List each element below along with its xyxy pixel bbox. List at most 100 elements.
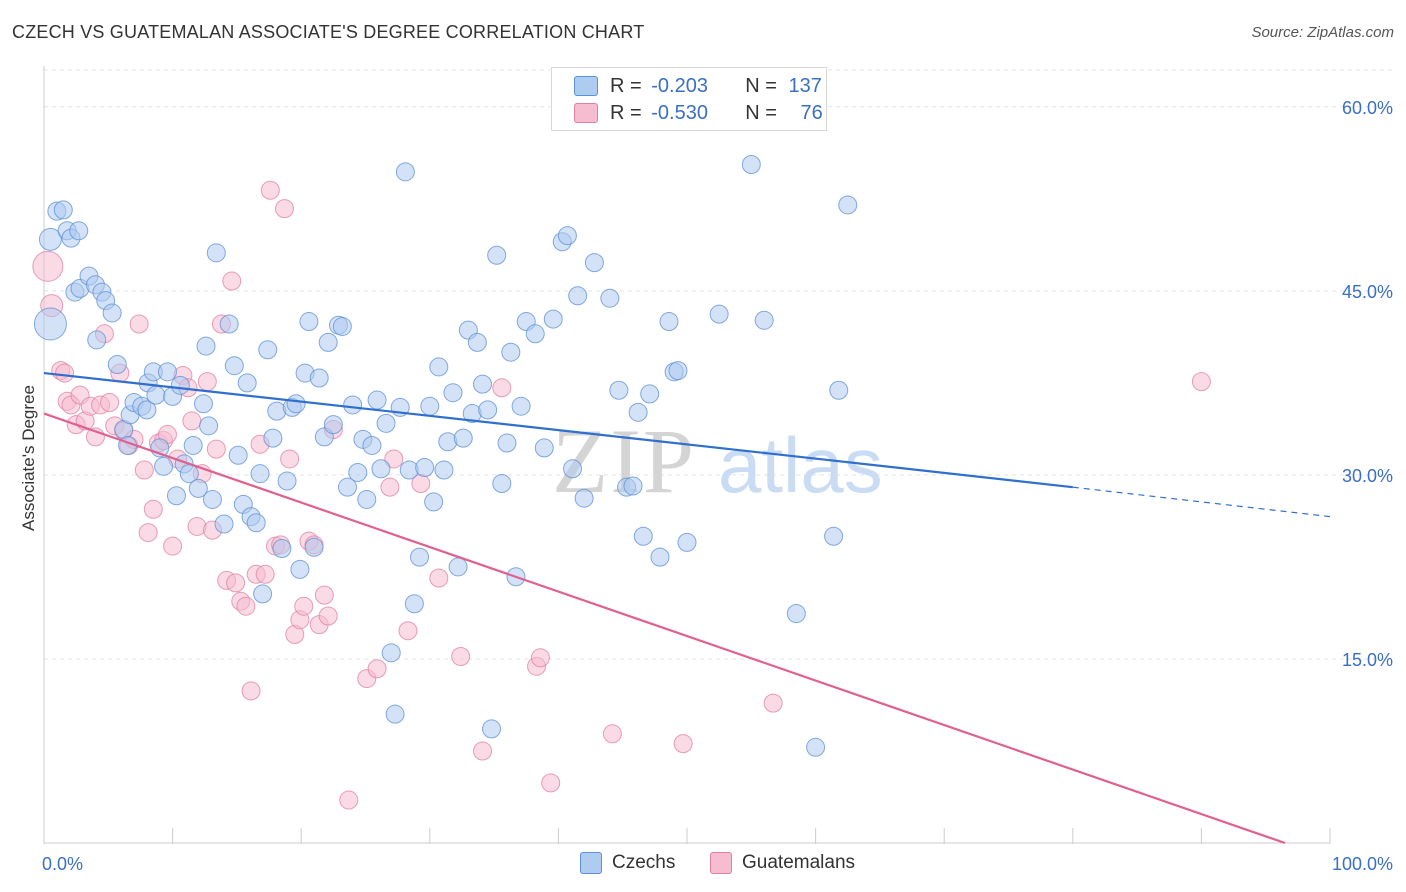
czech-point [272, 539, 292, 559]
guatemalan-point [451, 646, 471, 666]
czech-point [146, 385, 166, 405]
y-axis-label: Associate's Degree [19, 385, 38, 531]
x-tick-label-start: 0.0% [42, 854, 83, 874]
legend-row-guatemalans: R = -0.530 N = 76 [574, 100, 823, 126]
legend-n-label: N = [745, 101, 777, 124]
legend-n-value: 137 [788, 74, 822, 97]
czechs-trend-line [43, 371, 1073, 489]
czech-point [395, 162, 415, 182]
czech-point [568, 286, 588, 306]
czech-point [557, 226, 577, 246]
guatemalan-point [236, 596, 256, 616]
guatemalan-point [530, 648, 550, 668]
guatemalan-point [255, 564, 275, 584]
x-tick-label-end: 100.0% [1332, 854, 1393, 874]
guatemalan-point [673, 734, 693, 754]
guatemalan-point [260, 180, 280, 200]
czech-point [381, 643, 401, 663]
watermark-atlas: atlas [718, 421, 883, 509]
y-tick-label: 30.0% [1342, 466, 1393, 486]
czechs-trend-extension [1072, 486, 1331, 518]
legend-row-czechs: R = -0.203 N = 137 [574, 73, 822, 99]
czech-point [332, 316, 352, 336]
czech-point [650, 547, 670, 567]
czech-point [806, 737, 826, 757]
czech-point [525, 324, 545, 344]
czech-point [228, 445, 248, 465]
y-tick-label: 15.0% [1342, 650, 1393, 670]
bottom-swatch-guatemalans [710, 852, 732, 874]
czech-point [628, 402, 648, 422]
czech-point [467, 332, 487, 352]
guatemalan-point [1191, 372, 1211, 392]
czech-point [237, 373, 257, 393]
czech-point [443, 383, 463, 403]
czech-point [193, 394, 213, 414]
guatemalan-point [226, 573, 246, 593]
czech-point [263, 428, 283, 448]
guatemalans-trend-line [43, 412, 1286, 845]
guatemalan-point [143, 499, 163, 519]
czech-point [574, 488, 594, 508]
guatemalan-point [222, 271, 242, 291]
czech-point [385, 704, 405, 724]
axes [43, 66, 1331, 844]
guatemalan-point [163, 536, 183, 556]
y-tick-label: 60.0% [1342, 98, 1393, 118]
legend-n-value: 76 [800, 101, 823, 124]
czech-point [318, 332, 338, 352]
legend: R = -0.203 N = 137 R = -0.530 N = 76 [551, 67, 827, 131]
czech-point [202, 489, 222, 509]
czech-point [429, 357, 449, 377]
czech-point [206, 243, 226, 263]
czech-point [107, 354, 127, 374]
czech-point [534, 438, 554, 458]
tick-labels: 15.0% 30.0% 45.0% 60.0% 0.0% 100.0% [42, 98, 1393, 874]
czech-point [53, 200, 73, 220]
czech-point [438, 432, 458, 452]
czech-point [157, 362, 177, 382]
czech-point [404, 594, 424, 614]
czech-point [829, 380, 849, 400]
czech-point [677, 532, 697, 552]
guatemalan-point [100, 393, 120, 413]
czech-point [371, 459, 391, 479]
guatemalan-point [602, 724, 622, 744]
czech-point [497, 433, 517, 453]
czech-point [224, 356, 244, 376]
czech-point [448, 557, 468, 577]
czech-point [824, 526, 844, 546]
y-tick-label: 45.0% [1342, 282, 1393, 302]
legend-r-value: -0.530 [651, 101, 708, 124]
czech-point [362, 435, 382, 455]
czech-point [290, 559, 310, 579]
guatemalan-point [241, 681, 261, 701]
czech-point [258, 340, 278, 360]
czech-point [511, 396, 531, 416]
czech-point [640, 384, 660, 404]
czech-point [482, 719, 502, 739]
guatemalan-point [492, 378, 512, 398]
legend-r-label: R = [610, 101, 642, 124]
czech-point [633, 526, 653, 546]
guatemalan-point [339, 790, 359, 810]
czech-point [188, 478, 208, 498]
czech-point [38, 227, 62, 251]
guatemalan-point [429, 568, 449, 588]
czech-point [277, 471, 297, 491]
czech-point [199, 416, 219, 436]
guatemalan-point [367, 659, 387, 679]
guatemalan-point [384, 449, 404, 469]
czech-point [137, 400, 157, 420]
guatemalan-point [280, 449, 300, 469]
czech-point [166, 486, 186, 506]
chart-title: CZECH VS GUATEMALAN ASSOCIATE'S DEGREE C… [12, 22, 645, 42]
czech-point [434, 460, 454, 480]
czech-point [668, 361, 688, 381]
czech-point [709, 304, 729, 324]
czech-point [33, 307, 67, 341]
czech-point [69, 221, 89, 241]
czech-point [323, 415, 343, 435]
czech-point [453, 428, 473, 448]
